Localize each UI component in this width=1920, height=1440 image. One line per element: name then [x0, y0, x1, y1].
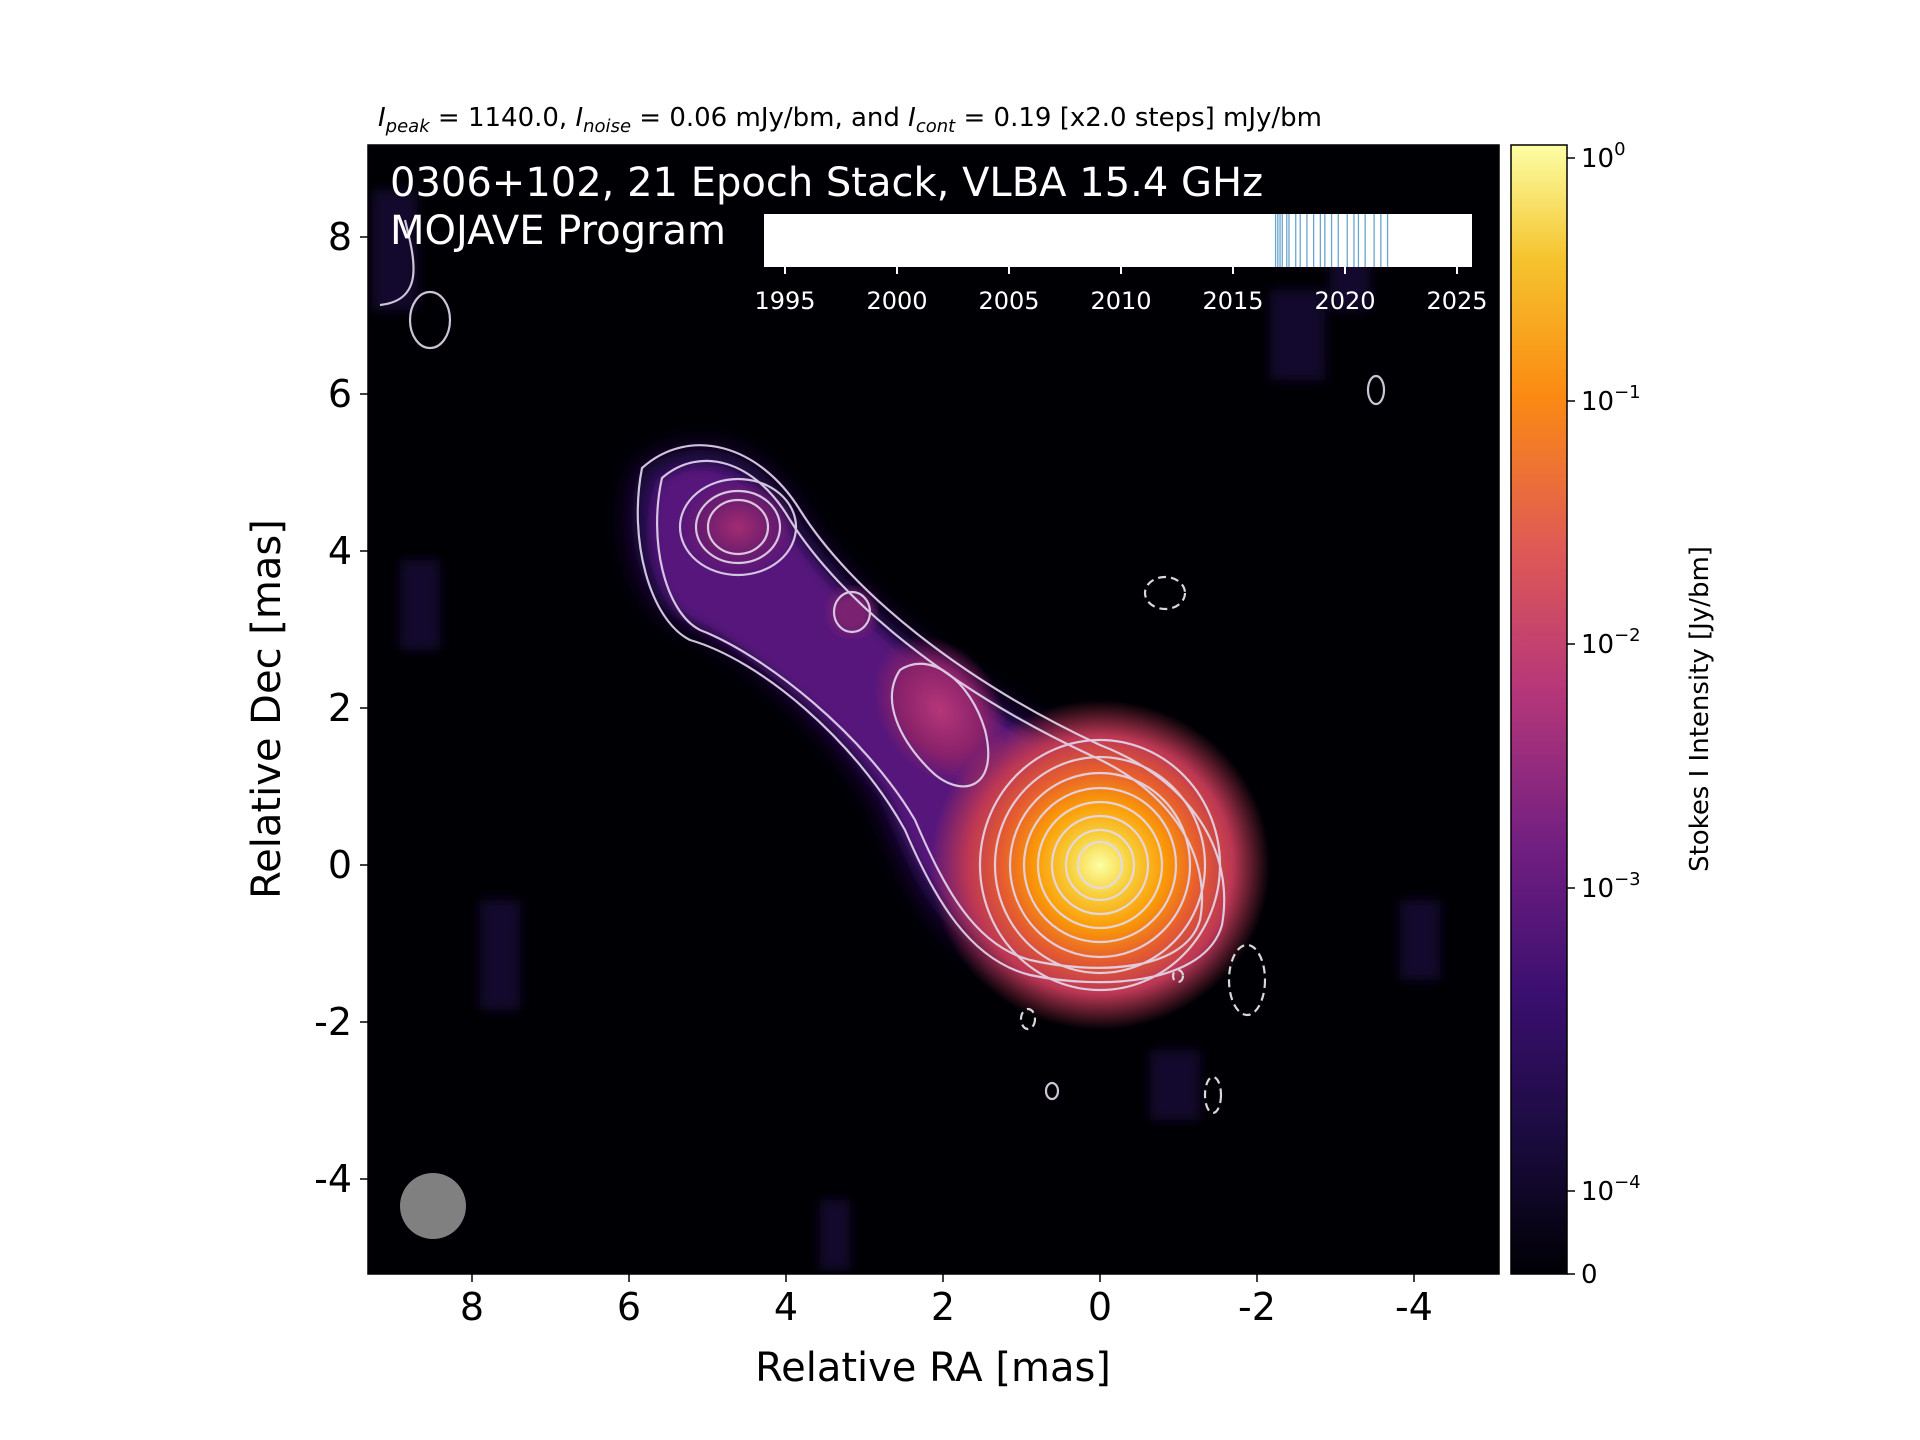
- i-symbol: I: [575, 103, 583, 133]
- timeline-tick-label: 2020: [1314, 287, 1375, 315]
- i-cont-sub: cont: [916, 116, 956, 137]
- colorbar: 100 10−1 10−2 10−3 10−4 0 Stokes I Intensity …: [1510, 139, 1715, 1290]
- timeline-tick-label: 2015: [1202, 287, 1263, 315]
- plot-title-line1: 0306+102, 21 Epoch Stack, VLBA 15.4 GHz: [390, 160, 1263, 206]
- epoch-timeline: 1995 2000 2005 2010 2015 2020 2025: [754, 214, 1488, 315]
- timeline-tick-label: 2005: [978, 287, 1039, 315]
- colorbar-tick-label: 10−2: [1581, 625, 1641, 660]
- x-tick-label: -2: [1238, 1285, 1276, 1329]
- colorbar-label: Stokes I Intensity [Jy/bm]: [1685, 546, 1715, 872]
- y-tick-label: -2: [314, 1000, 352, 1044]
- x-tick-label: 6: [617, 1285, 641, 1329]
- y-axis-label: Relative Dec [mas]: [244, 519, 290, 899]
- timeline-tick-label: 2000: [866, 287, 927, 315]
- colorbar-tick-exponent: −1: [1614, 382, 1641, 403]
- colorbar-tick-label: 10−1: [1581, 382, 1641, 417]
- i-symbol: I: [908, 103, 916, 133]
- y-tick-label: 6: [328, 372, 352, 416]
- y-tick-label: -4: [314, 1157, 352, 1201]
- x-tick-label: 0: [1088, 1285, 1112, 1329]
- image-frame: [367, 144, 1500, 1275]
- y-ticks: 8 6 4 2 0 -2 -4: [314, 215, 368, 1201]
- y-tick-label: 0: [328, 843, 352, 887]
- colorbar-tick-label: 100: [1581, 139, 1626, 174]
- i-peak-val: = 1140.0,: [430, 103, 576, 133]
- image-panel: 0306+102, 21 Epoch Stack, VLBA 15.4 GHz …: [367, 144, 1500, 1275]
- x-ticks: 8 6 4 2 0 -2 -4: [460, 1274, 1433, 1329]
- i-peak-sub: peak: [385, 116, 432, 137]
- contours: [379, 219, 1386, 1101]
- x-tick-label: 4: [774, 1285, 798, 1329]
- x-tick-label: -4: [1395, 1285, 1433, 1329]
- y-tick-label: 2: [328, 686, 352, 730]
- timeline-tick-label: 2010: [1090, 287, 1151, 315]
- timeline-tick-label: 2025: [1426, 287, 1487, 315]
- colorbar-tick-label: 0: [1581, 1260, 1598, 1290]
- i-symbol: I: [378, 103, 386, 133]
- colorbar-tick-exponent: −2: [1614, 625, 1641, 646]
- negative-contours: [1019, 575, 1267, 1115]
- x-tick-label: 8: [460, 1285, 484, 1329]
- y-tick-label: 8: [328, 215, 352, 259]
- colorbar-tick-label: 10−4: [1581, 1172, 1641, 1207]
- epoch-lines: [1274, 214, 1389, 267]
- i-cont-val: = 0.19 [x2.0 steps] mJy/bm: [955, 103, 1322, 133]
- colorbar-ticks: 100 10−1 10−2 10−3 10−4 0: [1567, 139, 1641, 1290]
- colorbar-tick-exponent: −4: [1614, 1172, 1641, 1193]
- timeline-tick-label: 1995: [754, 287, 815, 315]
- x-tick-label: 2: [931, 1285, 955, 1329]
- header-line: Ipeak = 1140.0, Inoise = 0.06 mJy/bm, an…: [378, 103, 1322, 137]
- colorbar-tick-exponent: −3: [1614, 869, 1641, 890]
- colorbar-tick-exponent: 0: [1614, 139, 1625, 160]
- x-axis-label: Relative RA [mas]: [755, 1345, 1111, 1391]
- y-tick-label: 4: [328, 529, 352, 573]
- colorbar-gradient: [1510, 144, 1568, 1275]
- beam-ellipse: [400, 1173, 466, 1239]
- timeline-ticks: 1995 2000 2005 2010 2015 2020 2025: [754, 267, 1488, 315]
- colorbar-tick-label: 10−3: [1581, 869, 1641, 904]
- plot-title-line2: MOJAVE Program: [390, 208, 726, 254]
- i-noise-val: = 0.06 mJy/bm, and: [631, 103, 908, 133]
- i-noise-sub: noise: [583, 116, 631, 137]
